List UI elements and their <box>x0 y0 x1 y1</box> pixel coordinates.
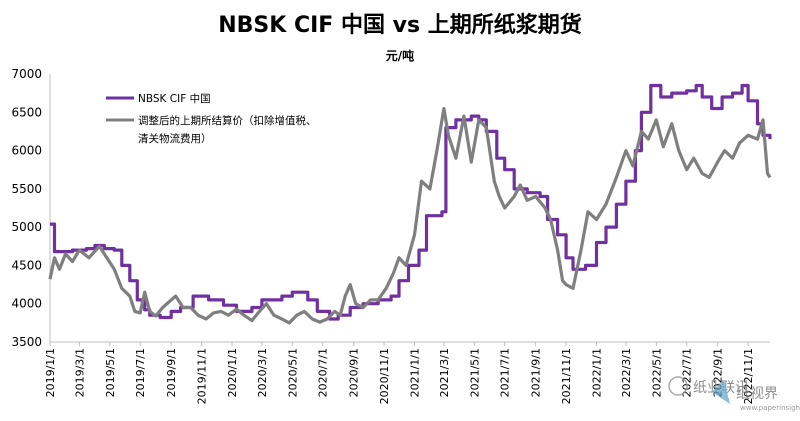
x-tick-label: 2020/3/1 <box>256 348 269 397</box>
x-tick-label: 2019/9/1 <box>165 348 178 397</box>
y-tick-label: 4000 <box>11 297 42 311</box>
x-tick-label: 2021/9/1 <box>530 348 543 397</box>
x-tick-label: 2021/7/1 <box>499 348 512 397</box>
y-tick-label: 7000 <box>11 67 42 81</box>
legend: NBSK CIF 中国 调整后的上期所结算价（扣除增值税、 清关物流费用） <box>106 92 320 145</box>
series-futures-line <box>48 106 772 325</box>
series-nbsk-line <box>50 83 772 321</box>
y-tick-label: 5500 <box>11 182 42 196</box>
legend-label-nbsk: NBSK CIF 中国 <box>138 92 211 105</box>
chart-title: NBSK CIF 中国 vs 上期所纸浆期货 <box>218 12 582 38</box>
legend-label-futures-line1: 调整后的上期所结算价（扣除增值税、 <box>138 114 317 127</box>
x-tick-label: 2022/3/1 <box>620 348 633 397</box>
watermark-wechat-icon <box>668 376 688 396</box>
legend-label-futures: 调整后的上期所结算价（扣除增值税、 清关物流费用） <box>138 114 320 145</box>
x-ticks: 2019/1/1 2019/3/1 2019/5/1 2019/7/1 2019/9/1… <box>44 342 755 404</box>
x-tick-label: 2020/7/1 <box>317 348 330 397</box>
x-tick-label: 2019/11/1 <box>196 348 209 404</box>
x-tick-label: 2020/9/1 <box>348 348 361 397</box>
x-tick-label: 2021/3/1 <box>438 348 451 397</box>
x-tick-label: 2020/1/1 <box>226 348 239 397</box>
plot-area: 3500 4000 4500 5000 5500 6000 6500 7000 2019/1/… <box>11 67 772 404</box>
x-tick-label: 2022/11/1 <box>742 348 755 404</box>
x-tick-label: 2019/3/1 <box>73 348 86 397</box>
x-tick-label: 2022/5/1 <box>650 348 663 397</box>
unit-label: 元/吨 <box>386 48 414 63</box>
x-tick-label: 2022/1/1 <box>590 348 603 397</box>
x-tick-label: 2021/5/1 <box>468 348 481 397</box>
x-tick-label: 2019/5/1 <box>104 348 117 397</box>
x-tick-label: 2019/7/1 <box>134 348 147 397</box>
x-tick-label: 2022/7/1 <box>681 348 694 397</box>
x-tick-label: 2021/11/1 <box>560 348 573 404</box>
y-ticks: 3500 4000 4500 5000 5500 6000 6500 7000 <box>11 67 42 349</box>
watermark-url: www.paperinsight.net <box>740 404 800 412</box>
y-tick-label: 5000 <box>11 220 42 234</box>
y-tick-label: 6500 <box>11 105 42 119</box>
x-tick-label: 2020/5/1 <box>286 348 299 397</box>
y-tick-label: 4500 <box>11 258 42 272</box>
x-tick-label: 2020/11/1 <box>378 348 391 404</box>
y-tick-label: 6000 <box>11 144 42 158</box>
x-tick-label: 2019/1/1 <box>44 348 57 397</box>
watermark-logo-icon <box>712 380 730 404</box>
x-tick-label: 2021/1/1 <box>408 348 421 397</box>
legend-label-futures-line2: 清关物流费用） <box>138 132 212 145</box>
y-tick-label: 3500 <box>11 335 42 349</box>
watermark: 纸业联讯 纸视界 www.paperinsight.net <box>668 376 800 412</box>
watermark-text-2: 纸视界 <box>736 386 778 402</box>
